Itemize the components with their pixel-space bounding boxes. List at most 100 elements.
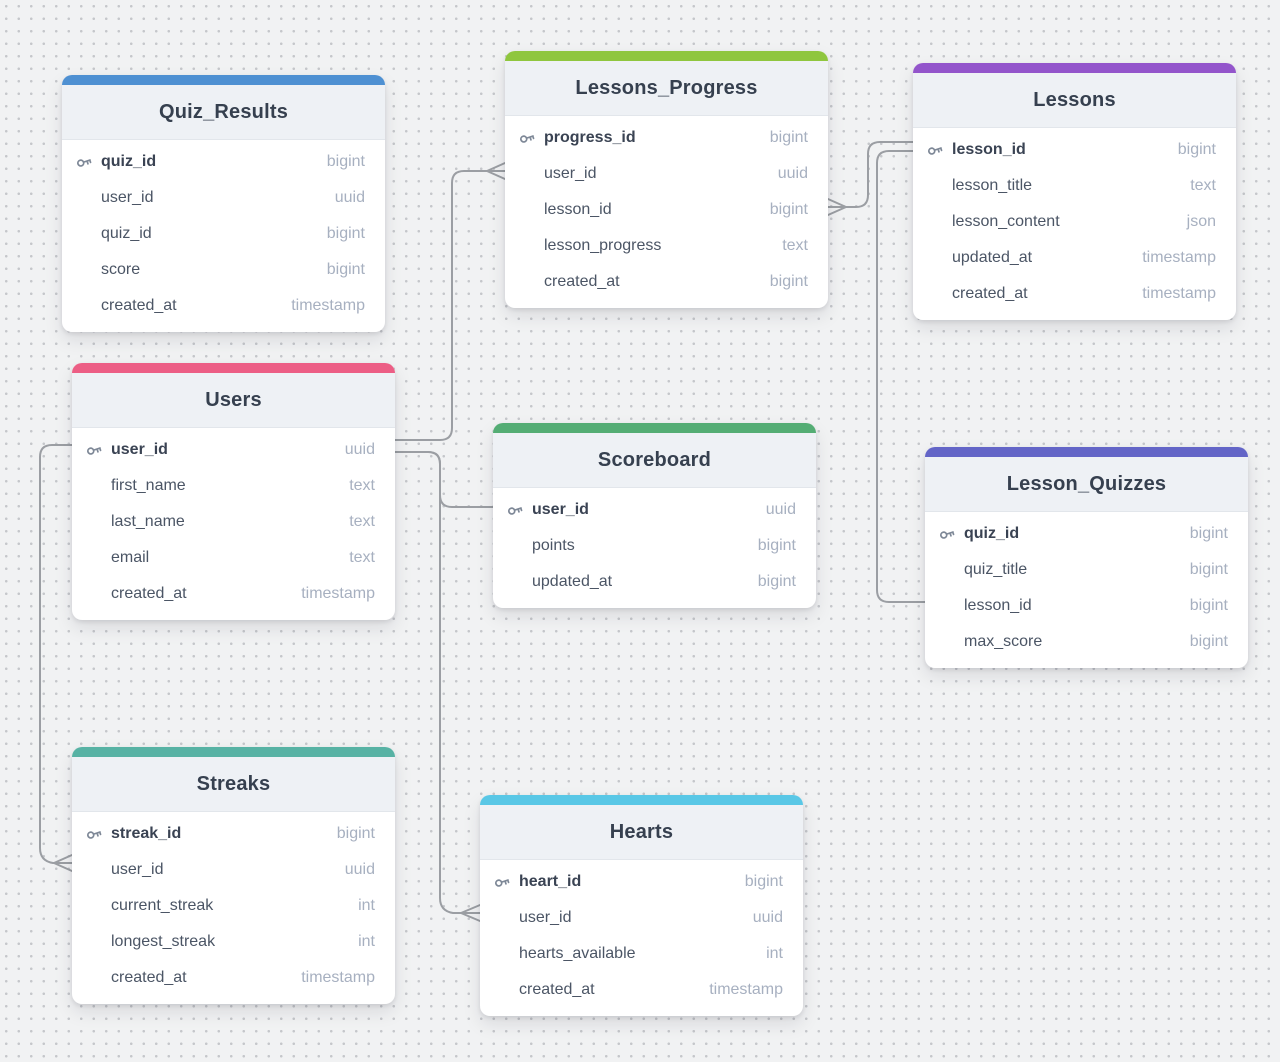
relationship-path-users.user_id-to-streaks.user_id[interactable]: [39, 444, 73, 864]
field-name: user_id: [101, 189, 154, 206]
field-type: bigint: [769, 201, 808, 218]
table-accent-bar: [480, 795, 803, 805]
field-name: max_score: [964, 633, 1043, 650]
field-row-quiz_id[interactable]: quiz_id bigint: [62, 144, 385, 180]
field-row-created_at[interactable]: created_at bigint: [505, 264, 828, 300]
field-row-heart_id[interactable]: heart_id bigint: [480, 864, 803, 900]
table-scoreboard[interactable]: Scoreboard user_id uuid: [493, 423, 816, 608]
field-row-user_id[interactable]: user_id uuid: [72, 432, 395, 468]
field-row-quiz_id[interactable]: quiz_id bigint: [62, 216, 385, 252]
table-header: Streaks: [72, 757, 395, 812]
field-row-created_at[interactable]: created_at timestamp: [72, 960, 395, 996]
table-header: Quiz_Results: [62, 85, 385, 140]
field-type: bigint: [1189, 633, 1228, 650]
relationship-path-lessons.lesson_id-to-lesson_quizzes.lesson_id[interactable]: [876, 150, 926, 603]
field-type: text: [1190, 177, 1216, 194]
field-type: text: [349, 477, 375, 494]
field-name: lesson_progress: [544, 237, 662, 254]
field-row-user_id[interactable]: user_id uuid: [62, 180, 385, 216]
table-users[interactable]: Users user_id uuid: [72, 363, 395, 620]
field-row-created_at[interactable]: created_at timestamp: [62, 288, 385, 324]
table-hearts[interactable]: Hearts heart_id bigint: [480, 795, 803, 1016]
table-accent-bar: [913, 63, 1236, 73]
table-title: Lessons_Progress: [575, 76, 758, 99]
field-row-quiz_title[interactable]: quiz_title bigint: [925, 552, 1248, 588]
relationship-path-users.user_id-to-scoreboard.user_id[interactable]: [394, 451, 494, 508]
field-row-updated_at[interactable]: updated_at bigint: [493, 564, 816, 600]
field-type: bigint: [326, 225, 365, 242]
field-name: points: [532, 537, 575, 554]
field-name: created_at: [952, 285, 1028, 302]
table-fields: lesson_id bigint lesson_title text: [913, 128, 1236, 320]
relationship-path-users.user_id-to-lessons_progress.user_id[interactable]: [394, 170, 488, 441]
field-row-hearts_available[interactable]: hearts_available int: [480, 936, 803, 972]
field-row-lesson_id[interactable]: lesson_id bigint: [913, 132, 1236, 168]
field-type: bigint: [336, 825, 375, 842]
field-row-lesson_title[interactable]: lesson_title text: [913, 168, 1236, 204]
field-row-max_score[interactable]: max_score bigint: [925, 624, 1248, 660]
field-name: longest_streak: [111, 933, 216, 950]
field-name: quiz_id: [101, 153, 157, 170]
field-type: text: [349, 549, 375, 566]
field-name: user_id: [519, 909, 572, 926]
table-accent-bar: [505, 51, 828, 61]
table-header: Scoreboard: [493, 433, 816, 488]
field-name: quiz_id: [964, 525, 1020, 542]
field-name: lesson_content: [952, 213, 1060, 230]
table-title: Lesson_Quizzes: [1006, 472, 1167, 495]
field-row-progress_id[interactable]: progress_id bigint: [505, 120, 828, 156]
table-header: Hearts: [480, 805, 803, 860]
field-row-score[interactable]: score bigint: [62, 252, 385, 288]
table-quiz_results[interactable]: Quiz_Results quiz_id bigint: [62, 75, 385, 332]
field-row-email[interactable]: email text: [72, 540, 395, 576]
field-type: uuid: [765, 501, 796, 518]
relationship-crowfoot-users.user_id-to-hearts.user_id[interactable]: [460, 904, 481, 922]
relationship-crowfoot-lessons.lesson_id-to-lessons_progress.lesson_id[interactable]: [827, 198, 847, 216]
field-type: uuid: [344, 861, 375, 878]
relationship-path-users.user_id-to-hearts.user_id[interactable]: [394, 451, 462, 914]
field-row-user_id[interactable]: user_id uuid: [480, 900, 803, 936]
field-type: bigint: [1177, 141, 1216, 158]
field-row-lesson_progress[interactable]: lesson_progress text: [505, 228, 828, 264]
table-lessons[interactable]: Lessons lesson_id bigint: [913, 63, 1236, 320]
field-row-user_id[interactable]: user_id uuid: [493, 492, 816, 528]
table-title: Lessons: [1033, 88, 1116, 111]
field-type: timestamp: [1142, 249, 1216, 266]
table-fields: streak_id bigint user_id uuid: [72, 812, 395, 1004]
table-header: Users: [72, 373, 395, 428]
table-streaks[interactable]: Streaks streak_id bigint: [72, 747, 395, 1004]
field-row-last_name[interactable]: last_name text: [72, 504, 395, 540]
relationship-crowfoot-users.user_id-to-lessons_progress.user_id[interactable]: [486, 162, 506, 180]
field-row-updated_at[interactable]: updated_at timestamp: [913, 240, 1236, 276]
relationship-crowfoot-users.user_id-to-streaks.user_id[interactable]: [53, 854, 73, 872]
table-header: Lessons_Progress: [505, 61, 828, 116]
field-row-created_at[interactable]: created_at timestamp: [72, 576, 395, 612]
field-row-streak_id[interactable]: streak_id bigint: [72, 816, 395, 852]
relationship-path-lessons.lesson_id-to-lessons_progress.lesson_id[interactable]: [845, 141, 914, 208]
field-type: bigint: [757, 537, 796, 554]
field-name: quiz_title: [964, 561, 1028, 578]
field-row-user_id[interactable]: user_id uuid: [505, 156, 828, 192]
field-name: created_at: [111, 969, 187, 986]
field-row-longest_streak[interactable]: longest_streak int: [72, 924, 395, 960]
primary-key-icon: [939, 526, 964, 542]
field-type: bigint: [744, 873, 783, 890]
field-type: text: [782, 237, 808, 254]
primary-key-icon: [507, 502, 532, 518]
field-name: user_id: [111, 861, 164, 878]
table-lesson_quizzes[interactable]: Lesson_Quizzes quiz_id bigint: [925, 447, 1248, 668]
field-row-user_id[interactable]: user_id uuid: [72, 852, 395, 888]
field-row-quiz_id[interactable]: quiz_id bigint: [925, 516, 1248, 552]
field-row-current_streak[interactable]: current_streak int: [72, 888, 395, 924]
table-lessons_progress[interactable]: Lessons_Progress progress_id bigint: [505, 51, 828, 308]
field-row-lesson_content[interactable]: lesson_content json: [913, 204, 1236, 240]
field-row-points[interactable]: points bigint: [493, 528, 816, 564]
field-row-lesson_id[interactable]: lesson_id bigint: [505, 192, 828, 228]
field-row-created_at[interactable]: created_at timestamp: [913, 276, 1236, 312]
field-type: uuid: [777, 165, 808, 182]
field-row-first_name[interactable]: first_name text: [72, 468, 395, 504]
field-name: created_at: [111, 585, 187, 602]
field-row-lesson_id[interactable]: lesson_id bigint: [925, 588, 1248, 624]
field-row-created_at[interactable]: created_at timestamp: [480, 972, 803, 1008]
